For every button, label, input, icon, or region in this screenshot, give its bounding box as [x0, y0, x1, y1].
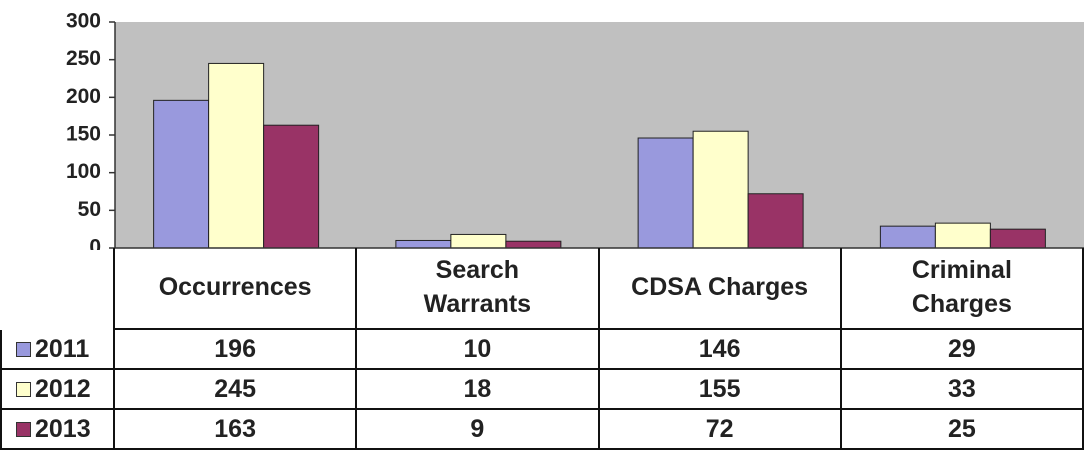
bar — [692, 130, 749, 249]
data-table: Occurrences Search Warrants CDSA Charges Cr… — [0, 248, 1084, 450]
bar — [934, 222, 991, 249]
legend-swatch — [16, 381, 31, 397]
legend-swatch — [16, 421, 31, 437]
table-value: 33 — [841, 370, 1084, 410]
cell-text: 196 — [214, 334, 256, 363]
cell-text: 72 — [705, 414, 734, 443]
chart: 0 50 100 150 200 250 300 — [66, 10, 1084, 250]
legend-entry: 2012 — [0, 370, 115, 410]
bar — [637, 137, 694, 249]
bar — [747, 193, 804, 249]
table-value: 245 — [115, 370, 358, 410]
bar — [263, 124, 320, 249]
table-value: 9 — [357, 410, 600, 450]
cell-text: Occurrences — [158, 273, 312, 302]
cell-text: 25 — [947, 414, 976, 443]
legend-label: 2012 — [35, 374, 91, 403]
table-corner — [0, 248, 115, 330]
cell-text: Criminal Charges — [911, 256, 1012, 318]
cell-text: 18 — [463, 374, 492, 403]
cell-text: 33 — [947, 374, 976, 403]
cell-text: 146 — [698, 334, 741, 363]
table-value: 18 — [357, 370, 600, 410]
cell-text: 155 — [698, 374, 741, 403]
legend-entry: 2011 — [0, 330, 115, 370]
bar — [153, 99, 210, 249]
bar — [989, 228, 1046, 249]
category-label: Occurrences — [115, 248, 358, 330]
table-value: 196 — [115, 330, 358, 370]
legend-label: 2011 — [35, 334, 90, 363]
y-tick-label: 300 — [66, 10, 101, 33]
bar — [208, 62, 265, 249]
bar — [450, 233, 507, 249]
table-value: 72 — [599, 410, 842, 450]
cell-text: CDSA Charges — [631, 273, 809, 302]
cell-text: 163 — [214, 414, 256, 443]
cell-text: Search Warrants — [423, 256, 532, 318]
table-value: 29 — [841, 330, 1084, 370]
category-label: CDSA Charges — [599, 248, 842, 330]
table-value: 163 — [115, 410, 358, 450]
legend-label: 2013 — [35, 414, 91, 443]
y-tick-label: 50 — [78, 198, 101, 221]
table-value: 155 — [599, 370, 842, 410]
y-tick-label: 250 — [66, 47, 101, 70]
legend-entry: 2013 — [0, 410, 115, 450]
cell-text: 9 — [470, 414, 485, 443]
y-tick-label: 100 — [66, 160, 101, 183]
table-value: 146 — [599, 330, 842, 370]
bar — [879, 225, 936, 249]
category-label: Criminal Charges — [841, 248, 1084, 330]
cell-text: 245 — [214, 374, 256, 403]
legend-swatch — [16, 341, 31, 357]
table-value: 10 — [357, 330, 600, 370]
y-tick-label: 200 — [66, 85, 101, 108]
category-label: Search Warrants — [357, 248, 600, 330]
y-tick-label: 0 — [89, 236, 101, 250]
bar — [395, 239, 452, 249]
y-tick-label: 150 — [66, 123, 101, 146]
table-value: 25 — [841, 410, 1084, 450]
bar — [505, 240, 562, 249]
cell-text: 10 — [463, 334, 492, 363]
cell-text: 29 — [947, 334, 976, 363]
